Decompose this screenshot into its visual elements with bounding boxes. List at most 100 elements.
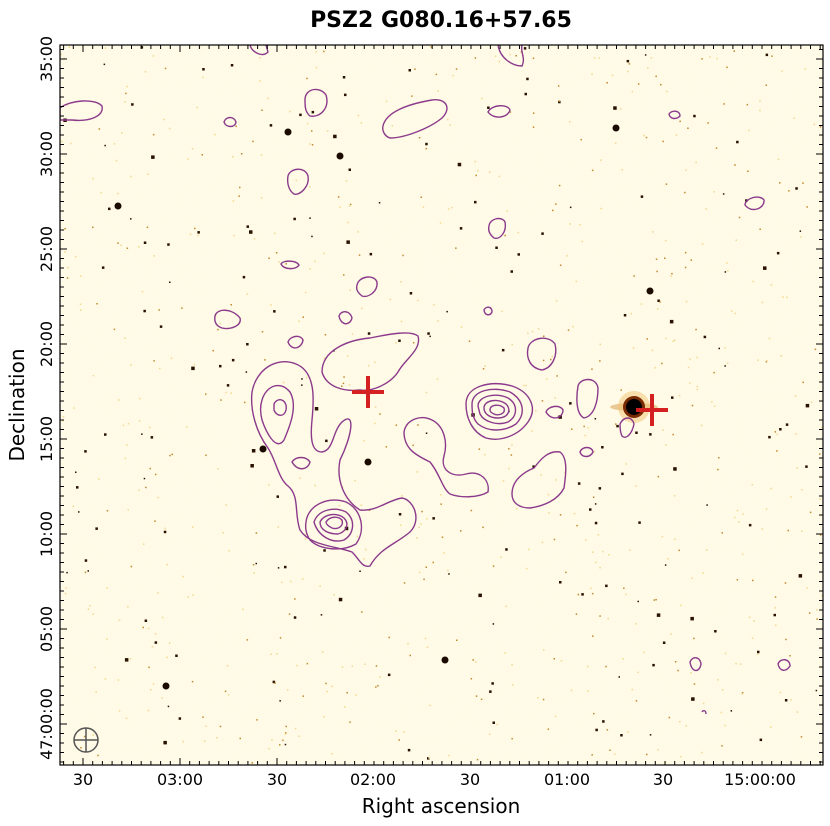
star-dot	[149, 467, 151, 470]
star-dot	[621, 169, 623, 171]
star-dot	[590, 587, 592, 590]
star-dot	[124, 101, 126, 103]
star-dot	[130, 175, 132, 178]
star-dot	[476, 758, 479, 761]
star-dot	[152, 55, 155, 57]
star-dot	[492, 721, 495, 724]
star-dot	[163, 530, 167, 534]
star-dot	[253, 572, 255, 574]
star-dot	[815, 689, 818, 692]
star-dot	[357, 114, 360, 117]
star-dot	[640, 303, 643, 305]
star-dot	[789, 655, 791, 657]
star-dot	[256, 719, 258, 721]
star-dot	[249, 230, 253, 234]
star-dot	[819, 498, 821, 500]
star-dot	[612, 124, 620, 132]
star-dot	[84, 571, 87, 574]
star-dot	[104, 144, 106, 147]
star-dot	[65, 587, 67, 589]
star-dot	[779, 428, 782, 431]
star-dot	[722, 193, 725, 195]
star-dot	[800, 736, 803, 738]
star-dot	[759, 228, 761, 230]
star-dot	[805, 465, 808, 468]
star-dot	[558, 100, 561, 104]
star-dot	[629, 549, 631, 551]
star-dot	[92, 226, 94, 229]
star-dot	[816, 609, 818, 611]
star-dot	[511, 444, 513, 446]
star-dot	[548, 512, 550, 514]
star-dot	[219, 725, 222, 728]
star-dot	[721, 532, 723, 534]
star-dot	[459, 227, 463, 230]
star-dot	[765, 53, 769, 57]
star-dot	[672, 340, 675, 342]
star-dot	[228, 550, 230, 552]
star-dot	[92, 374, 95, 377]
star-dot	[798, 574, 803, 578]
y-tick-label: 05:00	[37, 606, 56, 652]
star-dot	[277, 567, 280, 569]
star-dot	[814, 348, 817, 351]
star-dot	[616, 424, 619, 428]
star-dot	[324, 334, 327, 336]
star-dot	[796, 467, 798, 469]
star-dot	[379, 676, 381, 678]
star-dot	[623, 587, 625, 589]
star-dot	[351, 333, 354, 335]
star-dot	[420, 196, 422, 198]
star-dot	[753, 620, 755, 622]
star-dot	[669, 319, 674, 324]
star-dot	[336, 152, 344, 160]
star-dot	[447, 208, 450, 210]
x-tick-label: 30	[460, 770, 480, 789]
star-dot	[235, 125, 237, 128]
star-dot	[129, 658, 132, 660]
star-dot	[152, 683, 155, 685]
star-dot	[565, 571, 567, 574]
star-dot	[325, 439, 328, 443]
star-dot	[259, 445, 267, 453]
star-dot	[301, 378, 303, 380]
star-dot	[238, 195, 240, 197]
star-dot	[614, 142, 617, 144]
star-dot	[555, 203, 557, 205]
star-dot	[403, 731, 405, 733]
star-dot	[672, 433, 674, 436]
star-dot	[705, 208, 708, 210]
star-dot	[474, 57, 477, 59]
star-dot	[558, 184, 561, 187]
y-tick-label: 35:00	[37, 36, 56, 82]
star-dot	[742, 513, 744, 515]
star-dot	[315, 51, 317, 53]
star-dot	[711, 401, 713, 403]
star-dot	[799, 230, 802, 232]
star-dot	[751, 637, 754, 639]
star-dot	[301, 384, 303, 386]
star-dot	[205, 393, 207, 395]
star-dot	[275, 252, 278, 254]
star-dot	[550, 358, 552, 361]
star-dot	[233, 234, 235, 237]
star-dot	[785, 638, 787, 641]
star-dot	[428, 757, 430, 759]
star-dot	[92, 734, 94, 736]
star-dot	[477, 170, 479, 172]
star-dot	[193, 363, 196, 366]
star-dot	[341, 385, 343, 387]
star-dot	[422, 206, 425, 208]
star-dot	[553, 538, 556, 541]
star-dot	[592, 551, 594, 553]
star-dot	[72, 505, 74, 508]
star-dot	[244, 401, 246, 404]
marker-cross-2	[636, 394, 668, 426]
star-dot	[385, 446, 388, 448]
star-dot	[759, 100, 761, 102]
star-dot	[448, 754, 450, 757]
star-dot	[691, 404, 694, 407]
star-dot	[166, 563, 168, 566]
star-dot	[655, 75, 657, 78]
star-dot	[819, 534, 822, 536]
